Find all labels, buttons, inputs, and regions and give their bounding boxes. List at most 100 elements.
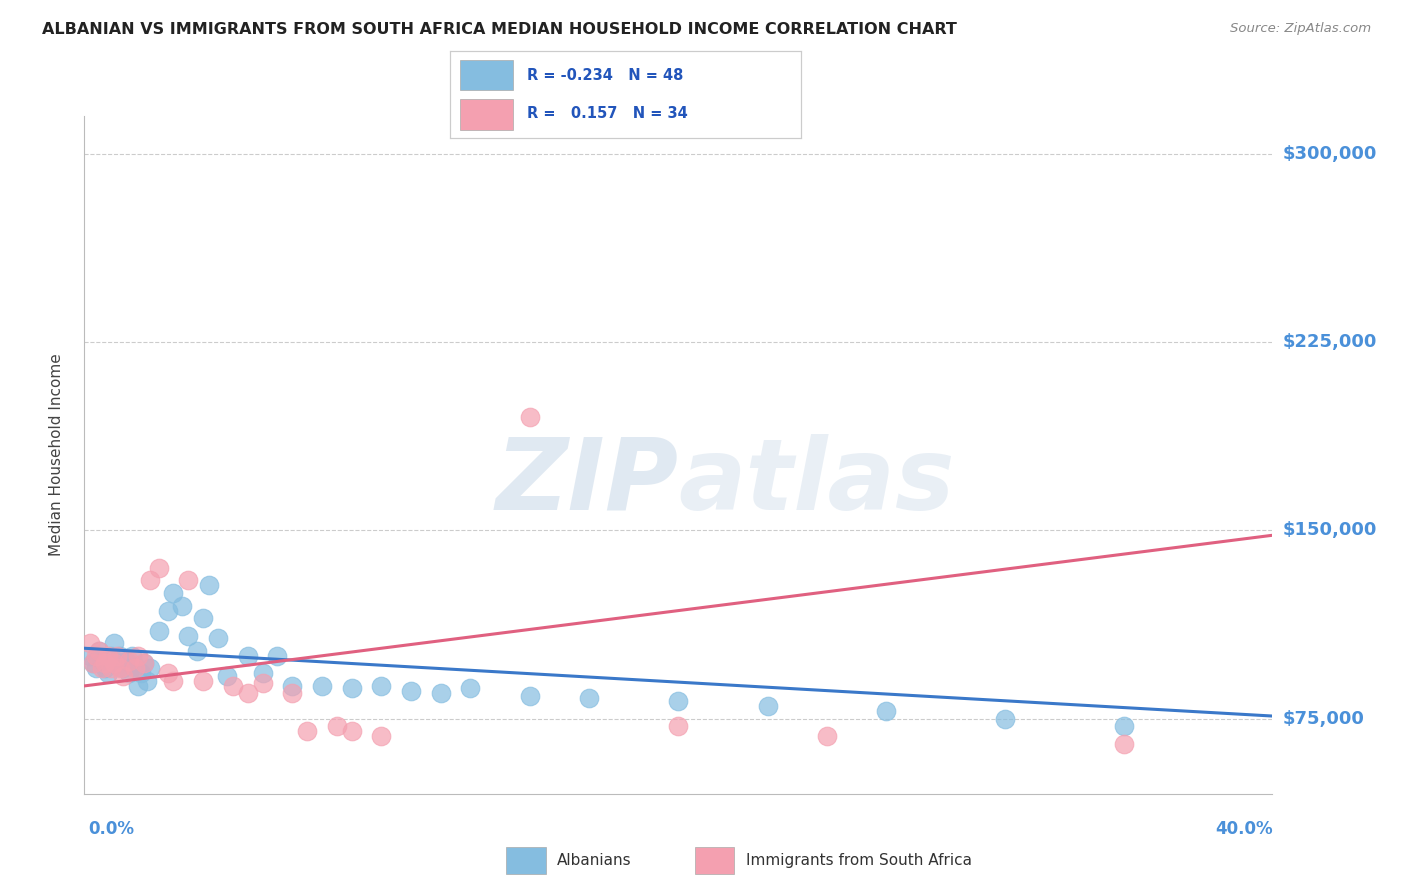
Point [91,654,114,668]
Point [89,644,111,658]
Point [111,661,134,675]
Point [105,657,128,671]
Point [91,661,114,675]
Point [97,648,120,663]
Point [156,604,179,618]
Point [815,729,838,743]
Text: Immigrants from South Africa: Immigrants from South Africa [747,854,973,868]
Point [100,661,122,675]
Point [138,661,160,675]
Point [132,657,155,671]
Point [97,666,120,681]
Point [108,648,131,663]
Point [103,636,125,650]
Text: $300,000: $300,000 [1282,145,1376,162]
Text: $225,000: $225,000 [1282,333,1376,351]
Text: R = -0.234   N = 48: R = -0.234 N = 48 [527,68,683,83]
Point [340,724,363,739]
Point [94,657,117,671]
Point [340,681,363,696]
Point [115,654,138,668]
Bar [506,847,546,874]
Point [519,689,541,703]
Point [135,673,157,688]
Point [236,686,259,700]
Bar [461,60,513,90]
Point [84,648,107,663]
Point [84,661,107,675]
Point [148,561,170,575]
Point [578,691,600,706]
Point [236,648,259,663]
Text: $150,000: $150,000 [1282,521,1376,540]
Point [79,636,101,650]
Point [326,719,349,733]
Point [82,657,104,671]
Point [103,657,125,671]
Point [668,694,690,708]
Point [100,648,122,663]
Point [295,724,318,739]
Point [191,611,215,625]
Point [79,648,101,663]
Point [266,648,288,663]
Point [1112,737,1135,751]
Point [121,648,143,663]
Point [370,729,392,743]
Point [124,658,146,673]
Point [191,673,215,688]
Point [127,679,149,693]
Point [668,719,690,733]
Point [118,666,141,681]
Text: 0.0%: 0.0% [89,820,135,838]
Text: ZIP: ZIP [495,434,679,531]
Y-axis label: Median Household Income: Median Household Income [49,353,63,557]
Point [127,648,149,663]
Text: R =   0.157   N = 34: R = 0.157 N = 34 [527,106,688,121]
Point [519,410,541,425]
Point [430,686,453,700]
Point [311,679,333,693]
Text: Source: ZipAtlas.com: Source: ZipAtlas.com [1230,22,1371,36]
Point [172,599,194,613]
Point [82,657,104,671]
Text: $75,000: $75,000 [1282,709,1364,728]
Point [89,644,111,658]
Text: atlas: atlas [679,434,955,531]
Point [177,574,200,588]
Point [1112,719,1135,733]
Point [94,661,117,675]
Point [132,657,155,671]
Point [162,586,184,600]
Point [177,629,200,643]
Point [118,654,141,668]
Point [370,679,392,693]
Point [156,666,179,681]
Text: 40.0%: 40.0% [1215,820,1272,838]
Point [215,669,238,683]
Point [138,574,160,588]
Point [162,673,184,688]
Point [129,666,152,681]
Point [252,676,274,690]
Point [994,712,1017,726]
Point [148,624,170,638]
Point [198,578,221,592]
Point [252,666,274,681]
Point [207,631,229,645]
Text: ALBANIAN VS IMMIGRANTS FROM SOUTH AFRICA MEDIAN HOUSEHOLD INCOME CORRELATION CHA: ALBANIAN VS IMMIGRANTS FROM SOUTH AFRICA… [42,22,957,37]
Point [108,661,131,675]
Point [111,669,134,683]
Point [124,661,146,675]
Point [281,679,304,693]
Bar [695,847,734,874]
Bar [461,99,513,129]
Point [460,681,482,696]
Point [105,648,128,663]
Point [399,684,422,698]
Point [186,644,208,658]
Point [281,686,304,700]
Point [756,698,779,713]
Point [222,679,245,693]
Point [875,704,897,718]
